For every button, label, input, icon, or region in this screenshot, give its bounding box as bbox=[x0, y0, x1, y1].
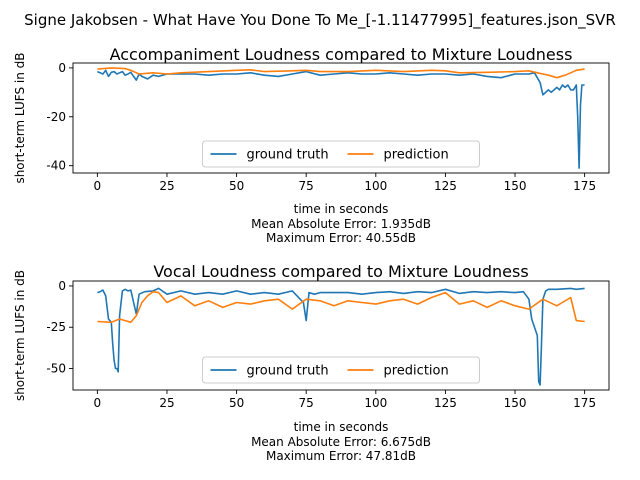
series-line-prediction bbox=[97, 290, 585, 324]
chart-title: Accompaniment Loudness compared to Mixtu… bbox=[110, 45, 573, 64]
y-tick-label: 0 bbox=[58, 61, 66, 75]
error-note: Maximum Error: 47.81dB bbox=[266, 449, 416, 463]
legend-box bbox=[202, 356, 480, 384]
x-tick-label: 0 bbox=[94, 396, 102, 410]
x-tick-label: 50 bbox=[229, 396, 244, 410]
x-tick-label: 150 bbox=[504, 396, 527, 410]
legend-box bbox=[202, 140, 480, 168]
x-tick-label: 150 bbox=[504, 179, 527, 193]
legend-label: prediction bbox=[384, 148, 449, 163]
x-tick-label: 0 bbox=[94, 179, 102, 193]
y-tick-label: -50 bbox=[46, 362, 66, 376]
x-axis-label: time in seconds bbox=[294, 420, 389, 434]
vocal-subplot: Vocal Loudness compared to Mixture Loudn… bbox=[13, 262, 610, 463]
y-tick-label: -40 bbox=[46, 159, 66, 173]
legend-label: ground truth bbox=[247, 364, 329, 379]
y-axis-label: short-term LUFS in dB bbox=[13, 270, 27, 401]
x-tick-label: 100 bbox=[364, 179, 387, 193]
x-tick-label: 50 bbox=[229, 179, 244, 193]
legend: ground truth prediction bbox=[202, 356, 480, 384]
x-tick-label: 25 bbox=[159, 396, 174, 410]
x-tick-label: 75 bbox=[299, 396, 314, 410]
x-tick-label: 100 bbox=[364, 396, 387, 410]
y-axis-label: short-term LUFS in dB bbox=[13, 52, 27, 183]
legend-label: prediction bbox=[384, 364, 449, 379]
figure-suptitle: Signe Jakobsen - What Have You Done To M… bbox=[24, 11, 616, 30]
y-tick-label: 0 bbox=[58, 279, 66, 293]
x-tick-label: 125 bbox=[434, 396, 457, 410]
x-tick-label: 175 bbox=[573, 396, 596, 410]
error-note: Mean Absolute Error: 6.675dB bbox=[251, 435, 431, 449]
error-note: Mean Absolute Error: 1.935dB bbox=[251, 217, 431, 231]
series-line-ground-truth bbox=[97, 287, 585, 386]
axes-frame bbox=[72, 62, 610, 174]
legend-label: ground truth bbox=[247, 148, 329, 163]
x-tick-label: 175 bbox=[573, 179, 596, 193]
y-tick-label: -20 bbox=[46, 110, 66, 124]
y-tick-label: -25 bbox=[46, 320, 66, 334]
series-line-ground-truth bbox=[97, 69, 585, 169]
error-note: Maximum Error: 40.55dB bbox=[266, 231, 416, 245]
accompaniment-subplot: Accompaniment Loudness compared to Mixtu… bbox=[13, 45, 610, 245]
axes-frame bbox=[72, 280, 610, 391]
x-axis-label: time in seconds bbox=[294, 202, 389, 216]
x-tick-label: 125 bbox=[434, 179, 457, 193]
legend: ground truth prediction bbox=[202, 140, 480, 168]
x-tick-label: 25 bbox=[159, 179, 174, 193]
chart-title: Vocal Loudness compared to Mixture Loudn… bbox=[153, 262, 528, 281]
x-tick-label: 75 bbox=[299, 179, 314, 193]
series-line-prediction bbox=[97, 67, 585, 79]
